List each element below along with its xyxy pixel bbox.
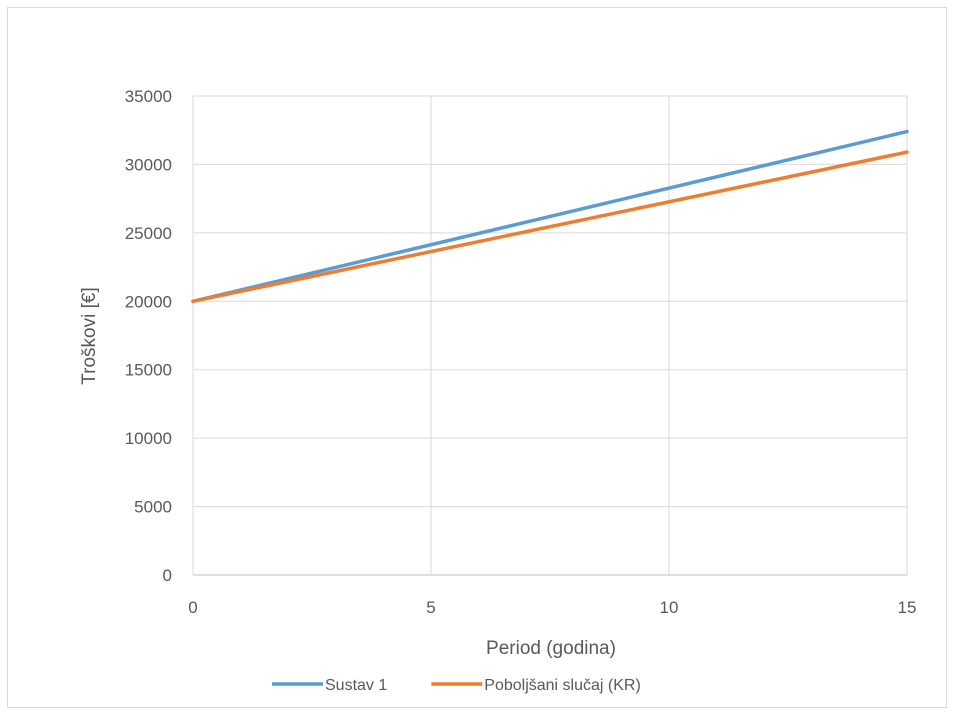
y-tick-label: 20000 [125, 292, 172, 311]
legend-label-2: Poboljšani slučaj (KR) [484, 677, 641, 694]
series-lines [191, 129, 909, 304]
x-tick-label: 10 [660, 598, 679, 617]
legend-label-1: Sustav 1 [325, 677, 387, 694]
chart-frame [7, 7, 947, 708]
axes [192, 96, 907, 576]
y-tick-label: 10000 [125, 429, 172, 448]
y-tick-label: 5000 [134, 498, 172, 517]
x-tick-label: 0 [188, 598, 197, 617]
y-axis-title: Troškovi [€] [79, 287, 100, 385]
series-line-1 [191, 129, 909, 304]
series-line-2 [191, 150, 909, 304]
legend: Sustav 1 Poboljšani slučaj (KR) [272, 677, 641, 694]
y-tick-label: 30000 [125, 155, 172, 174]
grid [193, 95, 908, 575]
x-axis-title: Period (godina) [486, 638, 616, 659]
y-tick-label: 25000 [125, 224, 172, 243]
x-tick-label: 15 [898, 598, 917, 617]
y-tick-label: 35000 [125, 87, 172, 106]
y-tick-label: 15000 [125, 361, 172, 380]
x-tick-label: 5 [426, 598, 435, 617]
tick-labels: 0 5000 10000 15000 20000 25000 30000 35000 0 5 10 1… [125, 87, 917, 617]
y-tick-label: 0 [163, 566, 172, 585]
